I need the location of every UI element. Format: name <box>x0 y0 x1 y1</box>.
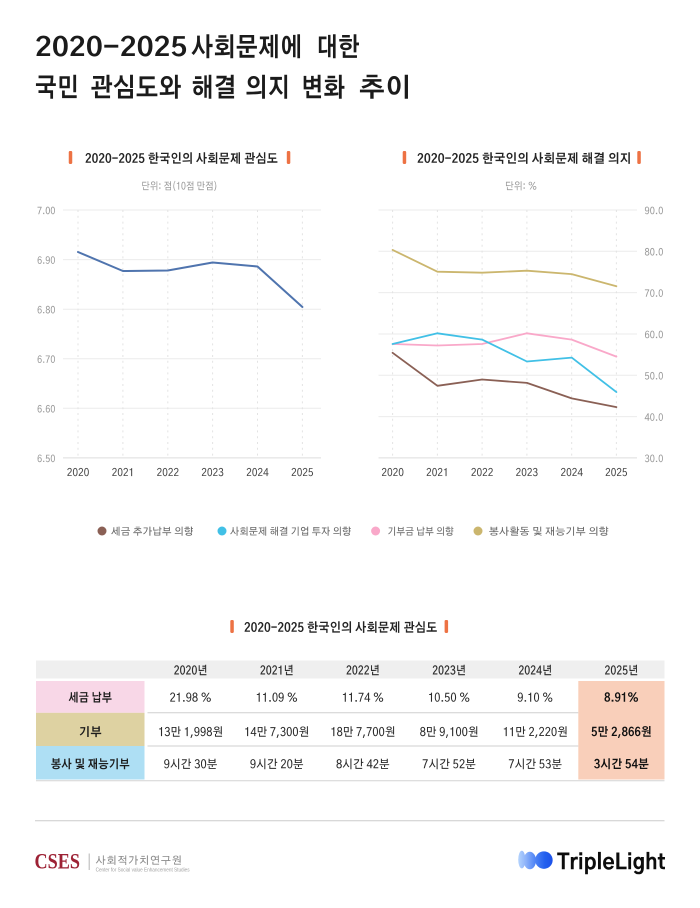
svg-text:Center for Social value Enhanc: Center for Social value Enhancement Stud… <box>96 868 190 874</box>
svg-text:CSES: CSES <box>35 849 81 874</box>
